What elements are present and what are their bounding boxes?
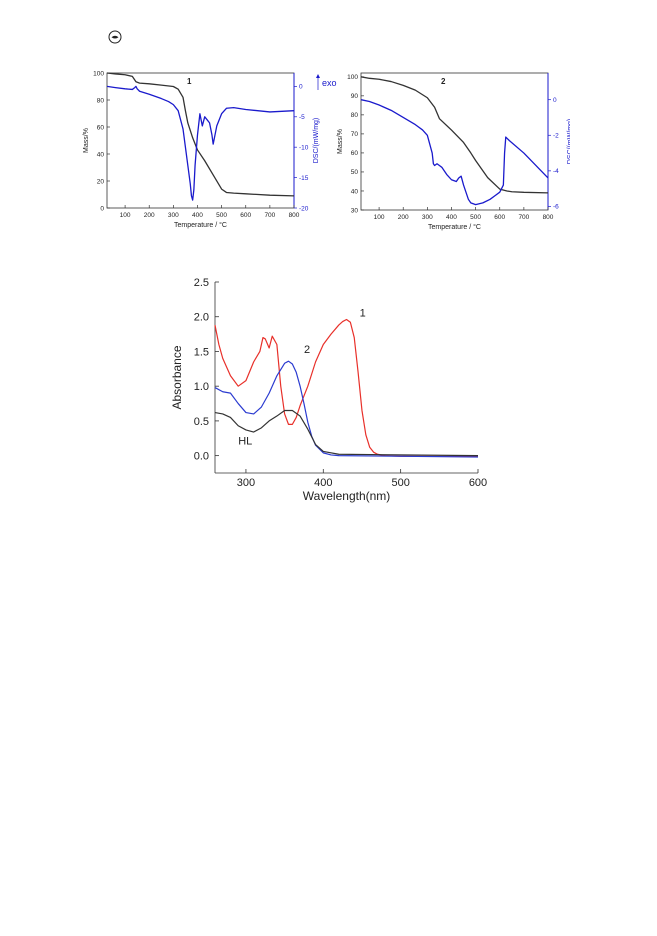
series-label-2: 2 [304, 344, 310, 356]
plot-frame [106, 72, 295, 209]
y-left-tick-label: 100 [93, 70, 104, 77]
y-right-tick-label: -10 [299, 144, 309, 151]
y-axis-label: Absorbance [170, 345, 184, 409]
tga-dsc-chart-2: 100 200 300 400 500 600 700 800 30 40 50 60 70 80 90 10… [337, 72, 570, 231]
y-left-tick-label: 60 [97, 124, 105, 131]
y-right-tick-label: -6 [553, 204, 559, 211]
y-tick-label: 2.5 [194, 277, 209, 289]
y-left-tick-label: 60 [351, 150, 359, 157]
y-left-tick-label: 50 [351, 169, 359, 176]
x-tick-label: 300 [168, 212, 179, 219]
publisher-logo-icon [108, 30, 122, 44]
y-left-tick-label: 90 [351, 93, 359, 100]
series-line-1 [214, 318, 478, 457]
exo-label: exo [322, 78, 337, 88]
x-tick-label: 600 [469, 477, 487, 489]
x-tick-label: 400 [446, 214, 457, 221]
plot-frame [360, 72, 549, 211]
y-left-tick-label: 70 [351, 131, 359, 138]
x-tick-label: 100 [120, 212, 131, 219]
x-tick-label: 600 [240, 212, 251, 219]
y-right-tick-label: -20 [299, 205, 309, 212]
y-left-tick-label: 80 [351, 112, 359, 119]
y-left-tick-label: 30 [351, 207, 359, 214]
y-left-tick-label: 20 [97, 178, 105, 185]
panel-label: 1 [187, 77, 192, 86]
y-tick-label: 2.0 [194, 312, 209, 324]
y-left-tick-label: 100 [347, 74, 358, 81]
x-tick-label: 800 [289, 212, 300, 219]
y-left-tick-label: 0 [100, 205, 104, 212]
x-axis-label: Wavelength(nm) [303, 489, 391, 503]
dsc-curve [106, 85, 295, 201]
y-right-tick-label: -4 [553, 168, 559, 175]
y-right-tick-label: 0 [299, 84, 303, 91]
x-tick-label: 800 [543, 214, 554, 221]
series-line-hl [214, 409, 479, 457]
x-tick-label: 200 [398, 214, 409, 221]
tga-dsc-chart-1: 100 200 300 400 500 600 700 800 0 20 40 60 80 100 0 -5 -… [83, 70, 337, 229]
x-tick-label: 500 [470, 214, 481, 221]
uv-vis-absorbance-chart: 300 400 500 600 0.0 0.5 1.0 1.5 2.0 2.5 Wavelength… [170, 277, 487, 503]
y-right-axis-label: DSC/(mW/mg) [313, 118, 320, 164]
x-axis-label: Temperature / °C [428, 223, 481, 231]
x-tick-label: 300 [237, 477, 255, 489]
y-right-axis-label: DSC/(mW/mg) [567, 119, 570, 165]
series-line-2 [214, 360, 479, 458]
panel-label: 2 [441, 77, 446, 86]
y-right-tick-label: -15 [299, 175, 309, 182]
mass-curve [360, 76, 549, 194]
y-tick-label: 0.5 [194, 416, 209, 428]
x-tick-label: 600 [494, 214, 505, 221]
mass-curve [106, 72, 295, 197]
y-left-axis-label: Mass/% [83, 128, 90, 153]
y-tick-label: 1.0 [194, 381, 209, 393]
y-left-tick-label: 40 [97, 151, 105, 158]
y-left-tick-label: 40 [351, 188, 359, 195]
x-tick-label: 500 [216, 212, 227, 219]
x-tick-label: 400 [314, 477, 332, 489]
y-tick-label: 0.0 [194, 451, 209, 463]
y-right-tick-label: 0 [553, 97, 557, 104]
x-tick-label: 400 [192, 212, 203, 219]
x-tick-label: 700 [264, 212, 275, 219]
x-tick-label: 200 [144, 212, 155, 219]
series-label-1: 1 [360, 308, 366, 320]
x-tick-label: 100 [374, 214, 385, 221]
y-left-tick-label: 80 [97, 97, 105, 104]
y-tick-label: 1.5 [194, 346, 209, 358]
x-tick-label: 700 [518, 214, 529, 221]
y-right-tick-label: -5 [299, 114, 305, 121]
x-tick-label: 300 [422, 214, 433, 221]
x-axis-label: Temperature / °C [174, 221, 227, 229]
dsc-curve [360, 99, 549, 206]
series-label-hl: HL [238, 436, 252, 448]
exo-arrowhead-icon [316, 74, 320, 78]
y-left-axis-label: Mass/% [337, 129, 344, 154]
x-tick-label: 500 [391, 477, 409, 489]
y-right-tick-label: -2 [553, 133, 559, 140]
